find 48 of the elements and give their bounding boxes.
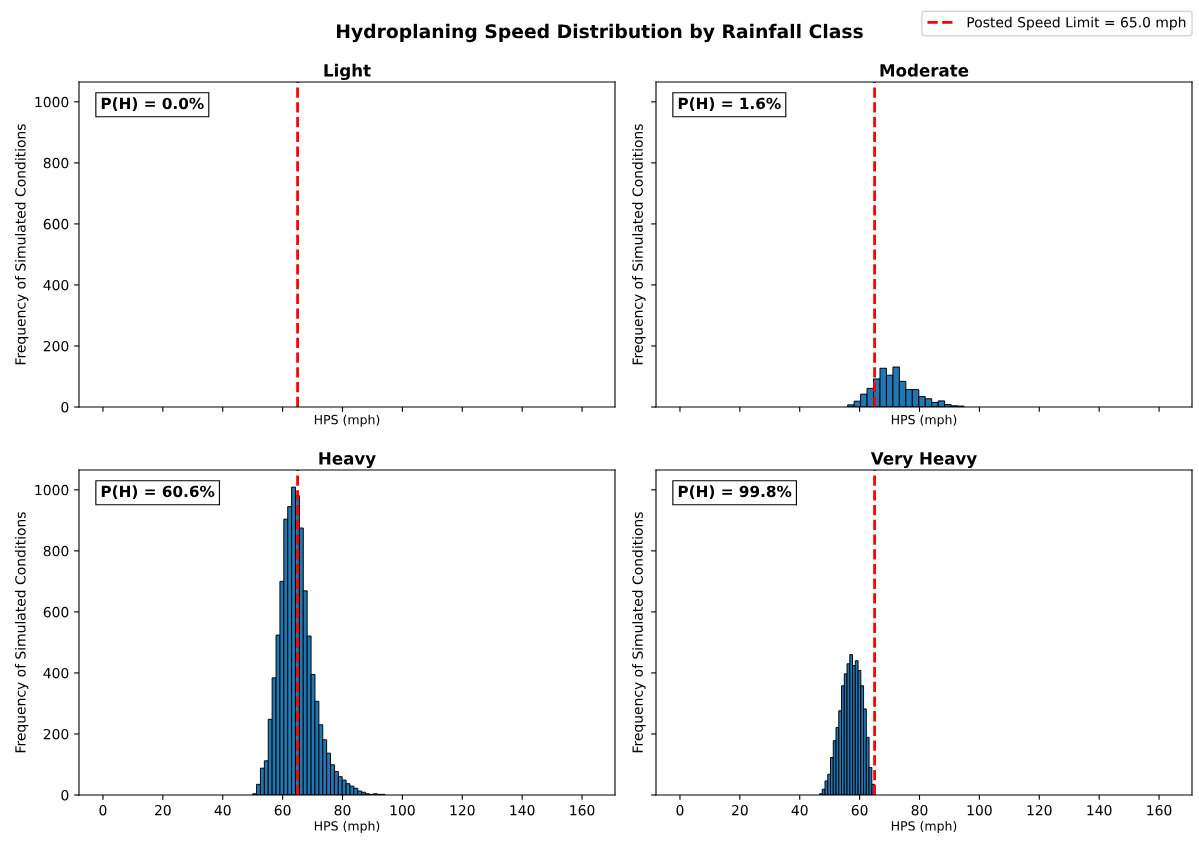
y-tick-label: 800 bbox=[43, 157, 69, 169]
y-axis-title: Frequency of Simulated Conditions bbox=[632, 512, 646, 753]
annotation: P(H) = 0.0% bbox=[101, 97, 204, 111]
x-tick-label: 100 bbox=[967, 804, 992, 816]
annotation: P(H) = 60.6% bbox=[101, 485, 215, 499]
x-tick-label: 20 bbox=[155, 804, 171, 816]
x-tick-label: 80 bbox=[911, 804, 928, 816]
x-tick-label: 140 bbox=[510, 804, 535, 816]
chart-title: Light bbox=[324, 63, 371, 81]
x-tick-label: 120 bbox=[1027, 804, 1052, 816]
y-tick-label: 200 bbox=[43, 728, 69, 740]
x-tick-label: 40 bbox=[214, 804, 231, 816]
y-tick-label: 1000 bbox=[35, 484, 69, 496]
y-axis-title: Frequency of Simulated Conditions bbox=[14, 124, 29, 365]
text: Hydroplaning Speed Distribution by Rainfall Class bbox=[337, 23, 863, 43]
y-axis-title: Frequency of Simulated Conditions bbox=[14, 512, 29, 753]
y-tick-label: 400 bbox=[43, 279, 69, 291]
x-tick-label: 80 bbox=[334, 804, 351, 816]
x-tick-label: 60 bbox=[851, 804, 868, 816]
y-tick-label: 200 bbox=[43, 340, 69, 352]
x-tick-label: 160 bbox=[1147, 804, 1172, 816]
legend-label: Posted Speed Limit = 65.0 mph bbox=[967, 16, 1186, 31]
x-axis-title: HPS (mph) bbox=[891, 414, 957, 427]
annotation: P(H) = 1.6% bbox=[678, 97, 781, 111]
chart-title: Moderate bbox=[880, 63, 969, 77]
x-tick-label: 20 bbox=[732, 804, 748, 816]
y-tick-label: 400 bbox=[43, 667, 69, 679]
x-tick-label: 0 bbox=[676, 804, 684, 816]
chart-title: Very Heavy bbox=[870, 452, 977, 469]
x-tick-label: 100 bbox=[390, 804, 415, 816]
annotation: P(H) = 99.8% bbox=[678, 485, 792, 499]
x-tick-label: 160 bbox=[570, 804, 595, 816]
x-axis-title: HPS (mph) bbox=[314, 820, 380, 834]
x-axis-title: HPS (mph) bbox=[314, 414, 380, 427]
y-tick-label: 0 bbox=[61, 789, 69, 801]
x-tick-label: 0 bbox=[99, 804, 107, 816]
y-tick-label: 800 bbox=[43, 545, 69, 557]
x-tick-label: 60 bbox=[274, 804, 291, 816]
y-tick-label: 600 bbox=[43, 606, 69, 618]
x-tick-label: 120 bbox=[450, 804, 475, 816]
y-tick-label: 600 bbox=[43, 218, 69, 230]
chart-title: Heavy bbox=[319, 452, 376, 469]
y-tick-label: 1000 bbox=[35, 96, 69, 108]
x-tick-label: 40 bbox=[791, 804, 808, 816]
x-tick-label: 140 bbox=[1087, 804, 1112, 816]
y-tick-label: 0 bbox=[61, 401, 69, 413]
x-axis-title: HPS (mph) bbox=[891, 820, 957, 834]
y-axis-title: Frequency of Simulated Conditions bbox=[632, 124, 646, 365]
